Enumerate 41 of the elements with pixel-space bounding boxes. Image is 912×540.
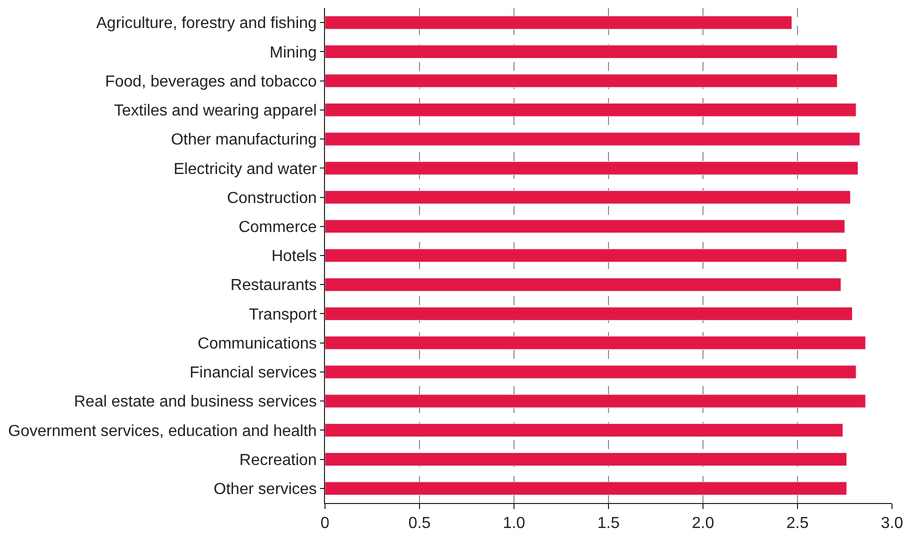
bar [325,248,847,262]
bar [325,161,858,175]
y-tick-label: Mining [270,44,317,62]
bar [325,44,838,58]
bar [325,452,847,466]
x-tick-label: 1.0 [502,515,526,532]
bar [325,365,856,379]
x-tick-label: 2.5 [786,515,809,532]
bar [325,220,845,234]
bar [325,103,856,117]
bar [325,278,842,292]
bar [325,306,853,321]
y-tick-label: Agriculture, forestry and fishing [96,15,317,32]
y-tick-label: Real estate and business services [74,394,317,411]
y-tick-label: Government services, education and health [8,422,317,440]
x-tick-label: 1.5 [597,515,620,532]
y-tick-label: Construction [226,190,317,207]
y-tick-label: Recreation [239,452,317,469]
bar [325,16,792,30]
bar [325,132,860,146]
bar [325,74,838,88]
y-tick-label: Commerce [238,218,317,236]
x-tick-label: 0.5 [408,515,431,532]
y-tick-label: Other manufacturing [170,132,317,149]
x-tick-label: 2.0 [692,515,714,532]
y-tick-label: Textiles and wearing apparel [114,102,317,120]
y-tick-label: Financial services [190,364,317,382]
y-tick-label: Electricity and water [174,160,318,178]
y-tick-label: Communications [198,335,317,352]
y-tick-label: Other services [214,481,317,498]
y-tick-label: Restaurants [230,277,317,294]
bar [325,423,844,438]
bar [325,394,866,408]
bar [325,336,866,350]
y-tick-label: Hotels [271,248,317,266]
y-tick-label: Transport [248,306,318,324]
x-tick-label: 3.0 [880,515,904,532]
x-tick-label: 0 [320,515,330,532]
bar [325,482,847,496]
y-tick-label: Food, beverages and tobacco [105,73,317,90]
bar [325,190,851,204]
